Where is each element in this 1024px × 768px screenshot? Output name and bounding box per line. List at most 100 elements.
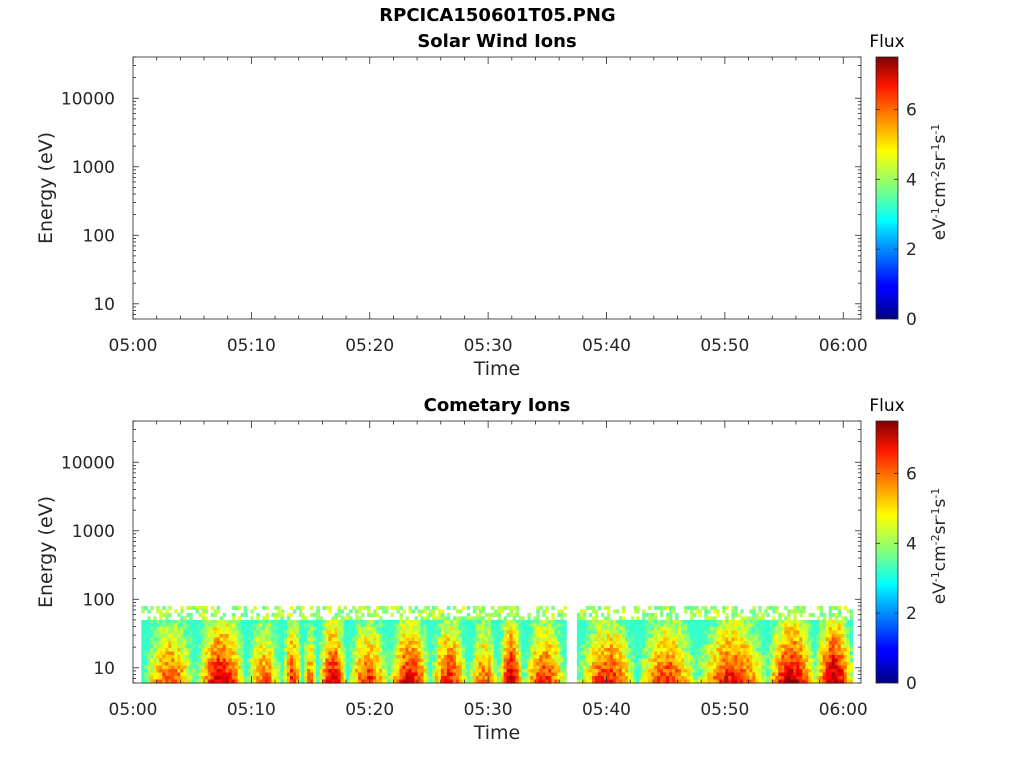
spectrogram-cell: [423, 676, 427, 681]
spectrogram-cell: [560, 634, 564, 639]
spectrogram-cell: [639, 623, 643, 628]
spectrogram-cell: [370, 634, 374, 639]
spectrogram-cell: [518, 626, 522, 631]
spectrogram-cell: [331, 637, 335, 642]
spectrogram-cell: [719, 648, 723, 653]
spectrogram-cell: [822, 630, 827, 635]
spectrogram-cell: [825, 655, 830, 660]
spectrogram-cell: [790, 609, 794, 614]
spectrogram-cell: [310, 676, 314, 681]
spectrogram-cell: [171, 655, 175, 660]
spectrogram-cell: [834, 651, 839, 656]
spectrogram-cell: [265, 676, 269, 681]
spectrogram-cell: [349, 619, 353, 624]
spectrogram-cell: [669, 651, 673, 656]
spectrogram-cell: [222, 644, 227, 649]
spectrogram-cell: [367, 641, 371, 646]
spectrogram-cell: [701, 605, 705, 610]
spectrogram-cell: [539, 648, 543, 653]
spectrogram-cell: [524, 630, 528, 635]
spectrogram-cell: [542, 626, 546, 631]
spectrogram-cell: [719, 651, 723, 656]
spectrogram-cell: [542, 609, 546, 614]
spectrogram-cell: [603, 630, 608, 635]
spectrogram-cell: [846, 658, 851, 663]
spectrogram-cell: [281, 612, 285, 617]
spectrogram-cell: [417, 630, 421, 635]
spectrogram-cell: [408, 630, 412, 635]
spectrogram-cell: [405, 641, 409, 646]
spectrogram-cell: [219, 619, 224, 624]
spectrogram-cell: [325, 665, 329, 670]
spectrogram-cell: [837, 626, 842, 631]
spectrogram-cell: [787, 634, 791, 639]
spectrogram-cell: [681, 672, 685, 677]
spectrogram-cell: [168, 626, 172, 631]
spectrogram-cell: [481, 641, 486, 646]
spectrogram-cell: [766, 626, 770, 631]
spectrogram-cell: [687, 634, 691, 639]
spectrogram-cell: [183, 679, 187, 684]
spectrogram-cell: [304, 676, 308, 681]
spectrogram-cell: [521, 641, 525, 646]
spectrogram-cell: [755, 669, 759, 674]
colorbar-unit-label: eV-1cm-2sr-1s-1: [929, 124, 951, 241]
spectrogram-cell: [466, 616, 471, 621]
spectrogram-cell: [822, 658, 827, 663]
spectrogram-cell: [707, 644, 711, 649]
spectrogram-cell: [156, 644, 160, 649]
spectrogram-cell: [461, 605, 466, 610]
spectrogram-cell: [778, 623, 782, 628]
spectrogram-cell: [367, 623, 371, 628]
spectrogram-cell: [472, 676, 477, 681]
spectrogram-cell: [669, 637, 673, 642]
spectrogram-cell: [165, 641, 169, 646]
spectrogram-cell: [301, 665, 305, 670]
spectrogram-cell: [521, 634, 525, 639]
spectrogram-cell: [168, 644, 172, 649]
spectrogram-cell: [796, 641, 800, 646]
spectrogram-cell: [440, 626, 445, 631]
spectrogram-cell: [737, 648, 741, 653]
spectrogram-cell: [663, 641, 667, 646]
spectrogram-cell: [819, 658, 824, 663]
spectrogram-cell: [811, 655, 815, 660]
spectrogram-cell: [408, 637, 412, 642]
spectrogram-cell: [343, 619, 347, 624]
spectrogram-cell: [737, 672, 741, 677]
spectrogram-cell: [274, 665, 278, 670]
spectrogram-cell: [219, 672, 224, 677]
spectrogram-cell: [752, 641, 756, 646]
spectrogram-cell: [349, 651, 353, 656]
spectrogram-cell: [256, 644, 260, 649]
spectrogram-cell: [396, 672, 400, 677]
spectrogram-cell: [150, 644, 154, 649]
spectrogram-cell: [259, 630, 263, 635]
spectrogram-cell: [237, 655, 242, 660]
spectrogram-cell: [304, 655, 308, 660]
spectrogram-cell: [352, 669, 356, 674]
spectrogram-cell: [293, 634, 297, 639]
spectrogram-cell: [237, 641, 242, 646]
spectrogram-cell: [304, 641, 308, 646]
spectrogram-cell: [781, 612, 785, 617]
spectrogram-cell: [521, 662, 525, 667]
spectrogram-cell: [259, 637, 263, 642]
spectrogram-cell: [701, 637, 705, 642]
spectrogram-cell: [734, 672, 738, 677]
spectrogram-cell: [446, 634, 451, 639]
spectrogram-cell: [458, 669, 463, 674]
spectrogram-cell: [563, 662, 567, 667]
spectrogram-cell: [588, 655, 593, 660]
spectrogram-cell: [672, 669, 676, 674]
spectrogram-cell: [195, 669, 200, 674]
spectrogram-cell: [796, 658, 800, 663]
x-tick-label: 05:30: [464, 336, 513, 356]
spectrogram-cell: [385, 626, 389, 631]
spectrogram-cell: [666, 672, 670, 677]
spectrogram-cell: [606, 679, 611, 684]
spectrogram-cell: [225, 644, 230, 649]
spectrogram-cell: [373, 679, 377, 684]
spectrogram-cell: [153, 665, 157, 670]
